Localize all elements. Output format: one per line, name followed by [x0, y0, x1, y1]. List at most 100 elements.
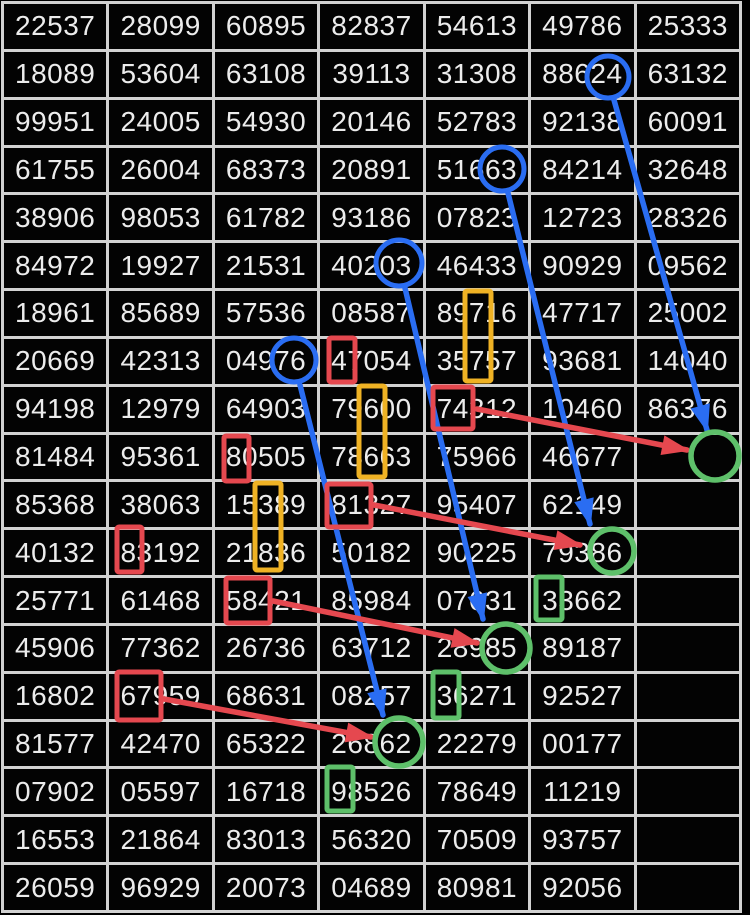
number-cell: 36271 [425, 673, 529, 719]
number-cell: 85689 [109, 291, 212, 336]
number-cell: 85368 [4, 482, 107, 528]
empty-cell [636, 769, 739, 815]
empty-cell [636, 817, 739, 863]
number-cell: 11219 [531, 769, 634, 815]
number-cell: 94198 [4, 386, 107, 432]
number-cell: 12723 [531, 195, 634, 241]
number-cell: 07823 [425, 195, 529, 241]
number-cell: 25002 [636, 291, 739, 336]
number-cell: 28326 [636, 195, 739, 241]
number-cell: 32648 [636, 147, 739, 193]
number-cell: 40132 [4, 530, 107, 576]
number-cell: 26004 [109, 147, 212, 193]
number-cell: 49786 [531, 4, 634, 49]
number-cell: 63108 [214, 51, 318, 97]
number-cell: 78649 [425, 769, 529, 815]
number-cell: 04689 [320, 865, 423, 910]
empty-cell [636, 625, 739, 671]
number-cell: 78663 [320, 434, 423, 480]
number-cell: 83192 [109, 530, 212, 576]
number-cell: 10460 [531, 386, 634, 432]
number-cell: 07902 [4, 769, 107, 815]
number-cell: 98526 [320, 769, 423, 815]
empty-cell [636, 530, 739, 576]
number-cell: 56320 [320, 817, 423, 863]
number-cell: 50182 [320, 530, 423, 576]
number-cell: 38063 [109, 482, 212, 528]
empty-cell [636, 673, 739, 719]
number-cell: 26736 [214, 625, 318, 671]
number-cell: 40203 [320, 243, 423, 289]
number-cell: 60091 [636, 99, 739, 145]
number-cell: 52783 [425, 99, 529, 145]
number-cell: 26059 [4, 865, 107, 910]
number-cell: 20146 [320, 99, 423, 145]
number-cell: 92138 [531, 99, 634, 145]
number-cell: 95407 [425, 482, 529, 528]
number-cell: 61782 [214, 195, 318, 241]
number-cell: 58421 [214, 578, 318, 623]
number-cell: 33662 [531, 578, 634, 623]
number-cell: 63712 [320, 625, 423, 671]
number-cell: 81484 [4, 434, 107, 480]
number-cell: 24005 [109, 99, 212, 145]
number-cell: 96929 [109, 865, 212, 910]
number-cell: 95361 [109, 434, 212, 480]
number-cell: 28099 [109, 4, 212, 49]
number-cell: 20669 [4, 338, 107, 384]
number-cell: 00177 [531, 721, 634, 767]
number-cell: 08257 [320, 673, 423, 719]
number-cell: 64903 [214, 386, 318, 432]
number-cell: 63132 [636, 51, 739, 97]
number-cell: 84214 [531, 147, 634, 193]
number-cell: 07631 [425, 578, 529, 623]
number-cell: 89716 [425, 291, 529, 336]
number-cell: 16718 [214, 769, 318, 815]
number-cell: 39113 [320, 51, 423, 97]
number-cell: 53604 [109, 51, 212, 97]
number-cell: 22279 [425, 721, 529, 767]
number-cell: 05597 [109, 769, 212, 815]
number-cell: 61468 [109, 578, 212, 623]
number-cell: 31308 [425, 51, 529, 97]
number-cell: 42313 [109, 338, 212, 384]
number-cell: 12979 [109, 386, 212, 432]
number-cell: 99951 [4, 99, 107, 145]
number-cell: 08587 [320, 291, 423, 336]
number-cell: 93681 [531, 338, 634, 384]
number-cell: 25333 [636, 4, 739, 49]
number-cell: 89187 [531, 625, 634, 671]
number-cell: 14040 [636, 338, 739, 384]
number-cell: 68631 [214, 673, 318, 719]
number-cell: 90929 [531, 243, 634, 289]
number-cell: 98053 [109, 195, 212, 241]
number-cell: 51663 [425, 147, 529, 193]
number-cell: 61755 [4, 147, 107, 193]
number-cell: 20891 [320, 147, 423, 193]
number-cell: 77362 [109, 625, 212, 671]
number-cell: 65322 [214, 721, 318, 767]
number-cell: 90225 [425, 530, 529, 576]
number-cell: 88624 [531, 51, 634, 97]
number-cell: 28985 [425, 625, 529, 671]
number-cell: 67959 [109, 673, 212, 719]
empty-cell [636, 482, 739, 528]
empty-cell [636, 865, 739, 910]
number-cell: 81327 [320, 482, 423, 528]
number-cell: 54613 [425, 4, 529, 49]
number-cell: 21864 [109, 817, 212, 863]
number-cell: 38906 [4, 195, 107, 241]
number-cell: 21836 [214, 530, 318, 576]
number-cell: 74312 [425, 386, 529, 432]
number-cell: 75966 [425, 434, 529, 480]
number-cell: 92527 [531, 673, 634, 719]
number-cell: 85984 [320, 578, 423, 623]
number-cell: 04976 [214, 338, 318, 384]
number-cell: 20073 [214, 865, 318, 910]
number-cell: 79386 [531, 530, 634, 576]
number-cell: 46677 [531, 434, 634, 480]
number-cell: 16802 [4, 673, 107, 719]
number-cell: 57536 [214, 291, 318, 336]
